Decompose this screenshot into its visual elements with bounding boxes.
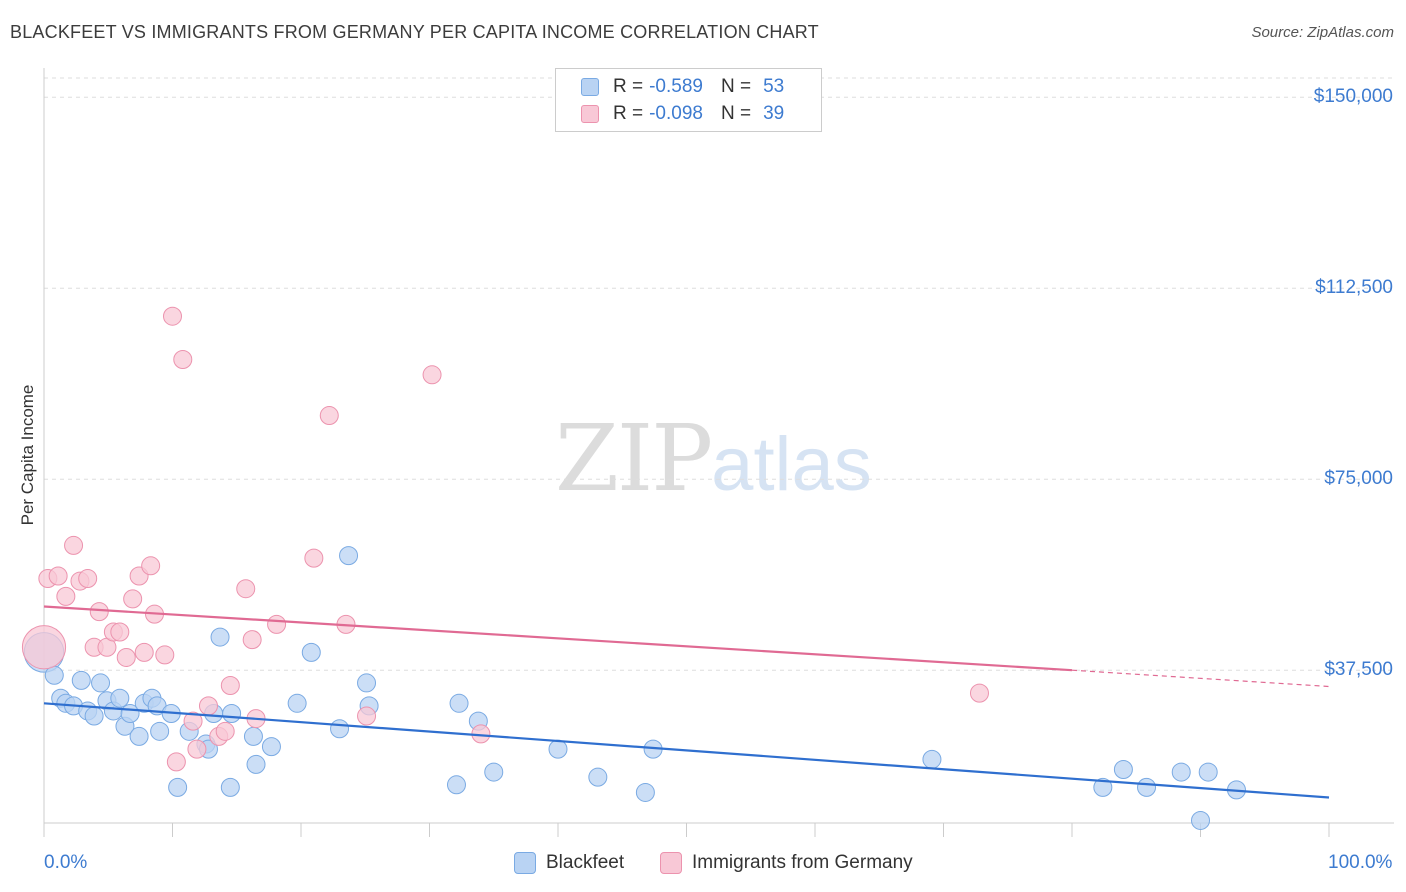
y-axis-label: Per Capita Income [18, 384, 37, 526]
n-label: N = [720, 76, 752, 97]
chart-title: BLACKFEET VS IMMIGRANTS FROM GERMANY PER… [10, 22, 819, 42]
blackfeet-point [484, 762, 504, 782]
germany-point [155, 645, 175, 665]
blackfeet-point [150, 721, 170, 741]
germany-point [123, 589, 143, 609]
blackfeet-point [287, 693, 307, 713]
blackfeet-point [246, 754, 266, 774]
blackfeet-point [339, 546, 359, 566]
germany-point [163, 306, 182, 326]
blackfeet-point [1093, 777, 1113, 797]
blackfeet-point [1198, 762, 1218, 782]
r-label: R = [613, 76, 644, 97]
germany-point [422, 365, 442, 385]
blackfeet-point [210, 627, 230, 647]
blackfeet-point [1137, 777, 1157, 797]
n-value: 53 [763, 76, 785, 97]
germany-point [110, 622, 130, 642]
blackfeet-point [548, 739, 568, 759]
y-tick-label: $150,000 [1313, 86, 1393, 107]
legend-label: Blackfeet [546, 852, 625, 873]
blackfeet-trend-line [43, 702, 1330, 799]
legend-row-blackfeet: R = -0.589 N = 53 [581, 75, 784, 99]
germany-point [78, 569, 98, 589]
germany-point [173, 350, 193, 370]
germany-point [220, 675, 240, 695]
germany-point [48, 566, 68, 586]
blackfeet-point [922, 749, 942, 769]
source-label: Source: ZipAtlas.com [1251, 24, 1394, 41]
germany-swatch [581, 105, 599, 123]
blackfeet-point [84, 706, 104, 726]
blackfeet-point [357, 673, 377, 693]
blackfeet-point [168, 777, 188, 797]
germany-point [89, 602, 109, 622]
germany-trend-extension [1071, 669, 1330, 688]
n-label: N = [720, 103, 752, 124]
y-tick-label: $37,500 [1324, 659, 1393, 680]
blackfeet-point [446, 775, 466, 795]
blackfeet-point [243, 726, 263, 746]
germany-point [141, 556, 161, 576]
germany-point [969, 683, 989, 703]
legend-item-blackfeet[interactable]: Blackfeet [514, 852, 624, 874]
germany-point [267, 614, 287, 634]
blackfeet-swatch [514, 852, 536, 874]
germany-point [319, 406, 339, 426]
germany-point [116, 647, 136, 667]
blackfeet-point [1113, 760, 1133, 780]
y-tick-label: $75,000 [1324, 468, 1393, 489]
x-tick-label: 100.0% [1328, 852, 1393, 873]
germany-swatch [660, 852, 682, 874]
n-value: 39 [763, 103, 785, 124]
blackfeet-point [222, 703, 242, 723]
blackfeet-point [588, 767, 608, 787]
germany-point [236, 579, 256, 599]
blackfeet-point [220, 777, 240, 797]
germany-point [166, 752, 186, 772]
correlation-legend: R = -0.589 N = 53 R = -0.098 N = 39 [555, 68, 822, 132]
blackfeet-swatch [581, 78, 599, 96]
germany-point [304, 548, 324, 568]
blackfeet-point [330, 719, 350, 739]
germany-trend-line [43, 605, 1073, 672]
blackfeet-point [1171, 762, 1191, 782]
germany-point [64, 535, 84, 555]
blackfeet-point [91, 673, 111, 693]
blackfeet-point [71, 670, 91, 690]
germany-point [183, 711, 203, 731]
blackfeet-point [301, 642, 321, 662]
legend-item-germany[interactable]: Immigrants from Germany [660, 852, 913, 874]
germany-point [56, 586, 76, 606]
germany-point [134, 642, 154, 662]
germany-point [242, 630, 262, 650]
blackfeet-point [449, 693, 469, 713]
legend-row-germany: R = -0.098 N = 39 [581, 102, 784, 126]
x-tick-label: 0.0% [44, 852, 88, 873]
legend-label: Immigrants from Germany [692, 852, 913, 873]
blackfeet-point [635, 782, 655, 802]
blackfeet-point [110, 688, 130, 708]
r-label: R = [613, 103, 644, 124]
germany-point [198, 696, 218, 716]
germany-point [357, 706, 377, 726]
r-value: -0.098 [649, 103, 703, 124]
blackfeet-point [1191, 810, 1210, 830]
germany-point [215, 721, 235, 741]
germany-point [187, 739, 207, 759]
y-tick-label: $112,500 [1315, 277, 1393, 298]
r-value: -0.589 [649, 76, 703, 97]
germany-point [21, 625, 67, 670]
blackfeet-point [129, 726, 149, 746]
blackfeet-point [261, 737, 281, 757]
